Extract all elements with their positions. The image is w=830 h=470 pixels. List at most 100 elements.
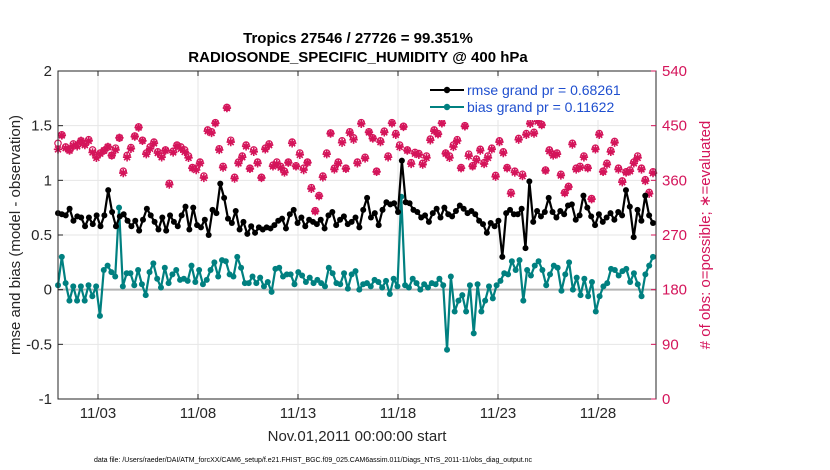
obs-evaluated-point [345, 128, 354, 138]
rmse-point [561, 211, 568, 218]
bias-point [344, 285, 351, 292]
rmse-point [553, 214, 560, 221]
obs-evaluated-point [364, 128, 374, 137]
bias-point [321, 283, 328, 290]
obs-evaluated-point [291, 162, 301, 171]
bias-point [165, 280, 172, 287]
x-tick-label: 11/13 [280, 405, 316, 422]
obs-evaluated-point [610, 138, 619, 147]
rmse-point [495, 217, 502, 224]
rmse-point [70, 217, 77, 224]
bias-point [634, 281, 641, 288]
bias-point [184, 277, 191, 284]
obs-evaluated-point [218, 163, 228, 172]
obs-evaluated-point [360, 154, 370, 163]
bias-point [207, 266, 214, 273]
rmse-point [592, 222, 599, 229]
obs-evaluated-point [391, 130, 401, 139]
obs-evaluated-point [326, 129, 335, 138]
obs-evaluated-point [625, 167, 635, 176]
bias-point [138, 281, 145, 288]
obs-evaluated-point [422, 153, 431, 163]
obs-evaluated-point [533, 117, 543, 126]
bias-point [58, 253, 65, 260]
bias-point [119, 283, 126, 290]
obs-evaluated-point [303, 158, 312, 167]
obs-evaluated-point [138, 136, 147, 146]
rmse-point [549, 209, 556, 216]
obs-evaluated-point [464, 151, 473, 161]
obs-evaluated-point [560, 188, 569, 198]
obs-evaluated-point [287, 139, 297, 148]
rmse-point [638, 217, 645, 224]
rmse-point [248, 223, 255, 230]
obs-evaluated-point [72, 142, 82, 151]
obs-evaluated-point [122, 153, 132, 162]
obs-evaluated-point [65, 146, 74, 155]
obs-evaluated-point [479, 159, 489, 169]
bias-point [424, 284, 431, 291]
rmse-point [78, 214, 85, 221]
rmse-point [576, 212, 583, 219]
bias-point [646, 262, 653, 269]
rmse-point [66, 205, 73, 212]
obs-evaluated-point [76, 136, 86, 146]
bias-point [89, 293, 96, 300]
bias-point [489, 295, 496, 302]
bias-point [447, 273, 454, 280]
bias-point [585, 293, 592, 300]
bias-point [485, 283, 492, 290]
bias-point [268, 288, 275, 295]
obs-evaluated-point [614, 165, 623, 174]
rmse-point [545, 194, 552, 201]
rmse-point [646, 212, 653, 219]
bias-point [325, 264, 332, 271]
bias-point [566, 259, 573, 266]
rmse-point [279, 215, 286, 222]
rmse-point [132, 217, 139, 224]
bias-point [96, 312, 103, 319]
obs-evaluated-point [211, 119, 220, 128]
obs-evaluated-point [648, 168, 658, 178]
obs-evaluated-point [88, 148, 97, 157]
bias-point [367, 283, 374, 290]
obs-evaluated-point [418, 160, 427, 169]
rmse-point [317, 216, 324, 223]
bias-point [154, 275, 161, 282]
obs-evaluated-point [598, 167, 608, 177]
obs-evaluated-point [606, 147, 615, 156]
obs-evaluated-point [176, 144, 186, 153]
rmse-point [433, 205, 440, 212]
rmse-point [391, 200, 398, 207]
obs-evaluated-point [537, 120, 546, 130]
rmse-point [62, 212, 69, 219]
obs-evaluated-point [564, 182, 573, 192]
obs-evaluated-point [353, 159, 362, 168]
bias-point [257, 274, 264, 281]
obs-evaluated-point [234, 159, 243, 168]
bias-point [573, 274, 580, 281]
rmse-point [240, 218, 247, 225]
rmse-point [480, 221, 486, 228]
obs-evaluated-point [395, 142, 404, 152]
bias-point [432, 281, 439, 288]
bias-point [66, 297, 73, 304]
rmse-point [611, 216, 618, 223]
bias-point [588, 279, 595, 286]
bias-point [539, 266, 546, 273]
y-right-tick-label: 90 [662, 336, 679, 353]
bias-point [70, 283, 77, 290]
rmse-point [429, 210, 436, 217]
bias-point [562, 271, 569, 278]
bias-point [474, 281, 481, 288]
bias-point [466, 282, 473, 289]
legend: rmse grand pr = 0.68261 bias grand pr = … [427, 78, 647, 120]
rmse-point [170, 218, 177, 225]
bias-point [192, 279, 199, 286]
rmse-point [136, 227, 143, 234]
obs-evaluated-point [556, 171, 566, 180]
obs-evaluated-point [172, 141, 182, 150]
bias-point [199, 281, 206, 288]
obs-evaluated-point [644, 189, 654, 198]
